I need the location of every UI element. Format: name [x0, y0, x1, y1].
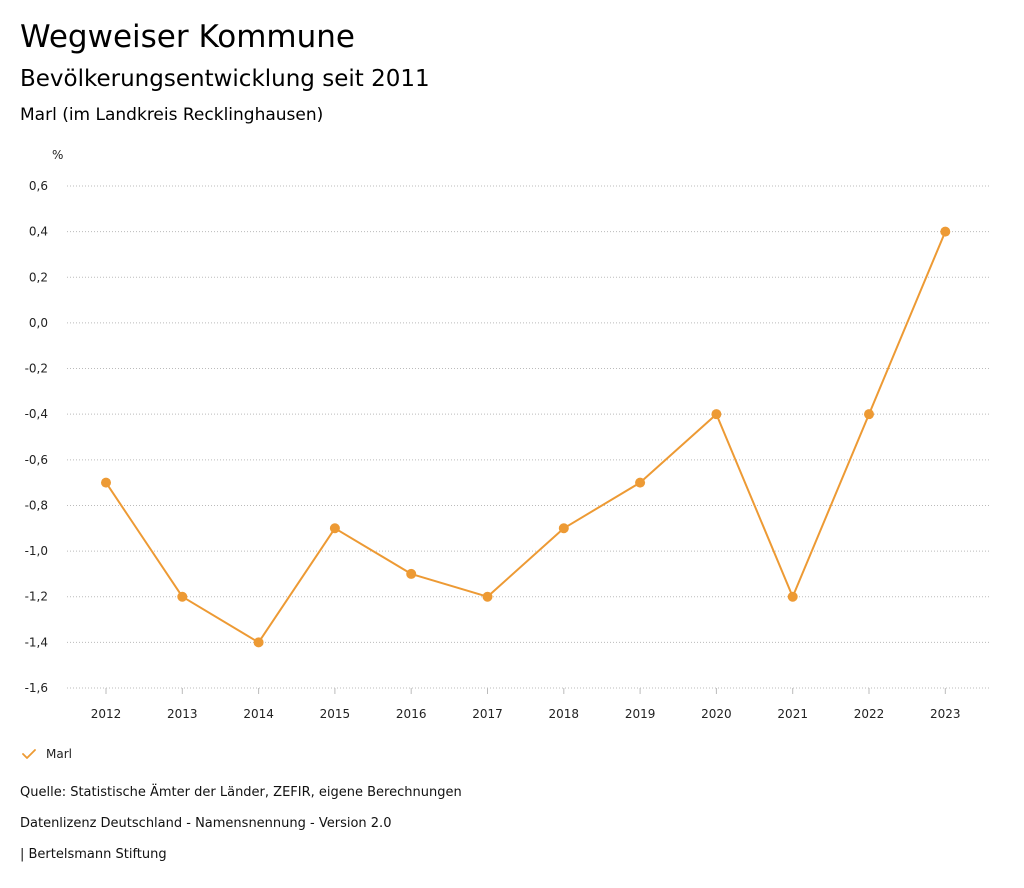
data-point[interactable]: [787, 591, 798, 602]
checkmark-icon: [22, 749, 36, 759]
source-note: Quelle: Statistische Ämter der Länder, Z…: [20, 785, 462, 800]
x-tick-label: 2022: [854, 707, 885, 721]
y-gridlines: [67, 185, 990, 689]
data-point[interactable]: [406, 568, 417, 579]
x-tick-labels: 2012 2013 2014 2015 2016 2017 2018 2019 2020 2021…: [91, 688, 961, 721]
data-point[interactable]: [329, 523, 340, 534]
chart-subtitle: Bevölkerungsentwicklung seit 2011: [20, 66, 430, 92]
y-tick-label: 0,0: [29, 316, 48, 330]
y-tick-label: -1,4: [25, 635, 48, 649]
x-tick-label: 2017: [472, 707, 503, 721]
x-tick-label: 2016: [396, 707, 427, 721]
region-label: Marl (im Landkreis Recklinghausen): [20, 105, 324, 125]
x-tick-label: 2020: [701, 707, 732, 721]
series-points: [101, 226, 951, 648]
chart-legend[interactable]: Marl: [22, 744, 72, 764]
legend-label-marl: Marl: [46, 747, 72, 761]
x-tick-label: 2015: [320, 707, 351, 721]
data-point[interactable]: [940, 226, 951, 237]
y-tick-label: -0,8: [25, 498, 48, 512]
y-tick-label: 0,2: [29, 270, 48, 284]
publisher-note: | Bertelsmann Stiftung: [20, 847, 167, 862]
license-note: Datenlizenz Deutschland - Namensnennung …: [20, 816, 392, 831]
x-tick-label: 2018: [549, 707, 580, 721]
y-axis-unit-label: %: [52, 148, 63, 162]
y-tick-label: -1,6: [25, 681, 48, 695]
x-tick-label: 2013: [167, 707, 198, 721]
data-point[interactable]: [482, 591, 493, 602]
data-point[interactable]: [864, 409, 874, 420]
x-tick-label: 2012: [91, 707, 122, 721]
line-chart: % 0,6 0,4 0,2 0,0 -0,2 -0,4 -0,6 -0,8 -1,0 -1,2 -1…: [25, 148, 990, 721]
data-point[interactable]: [253, 637, 264, 648]
y-tick-label: -1,2: [25, 590, 48, 604]
y-tick-label: -0,6: [25, 453, 48, 467]
data-point[interactable]: [711, 409, 722, 420]
chart-title: Wegweiser Kommune: [20, 19, 355, 55]
y-tick-label: -0,4: [25, 407, 48, 421]
data-point[interactable]: [177, 591, 188, 602]
series-lines: [105, 231, 947, 644]
data-point[interactable]: [101, 477, 111, 488]
data-point[interactable]: [558, 523, 569, 534]
y-tick-labels: 0,6 0,4 0,2 0,0 -0,2 -0,4 -0,6 -0,8 -1,0 -1,2 -1,4…: [25, 179, 48, 695]
data-point[interactable]: [635, 477, 646, 488]
y-tick-label: 0,4: [29, 225, 48, 239]
y-tick-label: -1,0: [25, 544, 48, 558]
y-tick-label: 0,6: [29, 179, 48, 193]
x-tick-label: 2023: [930, 707, 961, 721]
series-line-marl: [105, 231, 947, 644]
x-tick-label: 2021: [777, 707, 808, 721]
x-tick-label: 2014: [243, 707, 274, 721]
x-tick-label: 2019: [625, 707, 656, 721]
y-tick-label: -0,2: [25, 362, 48, 376]
